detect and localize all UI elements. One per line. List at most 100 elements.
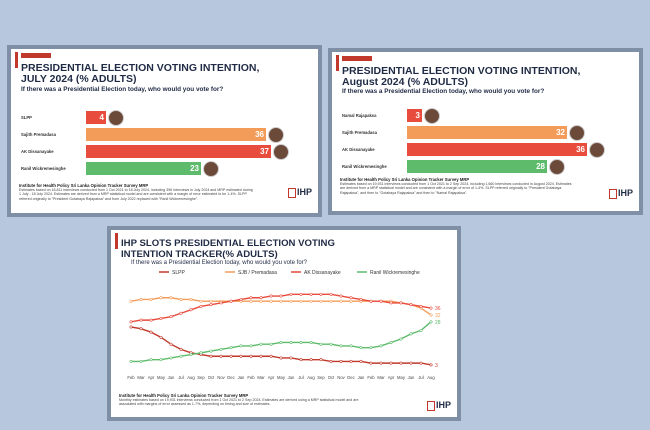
x-tick-label: Apr [268,375,275,380]
data-point [229,299,233,303]
foot-title: Institute for Health Policy Sri Lanka Op… [19,183,149,188]
data-point [209,354,213,358]
x-tick-label: Feb [127,375,135,380]
bar: 36 [407,143,587,156]
x-tick-label: Jul [298,375,303,380]
bar: 3 [407,109,422,122]
data-point [239,354,243,358]
data-point [259,296,263,300]
logo-icon [608,188,617,199]
bar-value: 37 [260,147,269,156]
bar-label: Namal Rajapaksa [342,113,377,118]
legend-label: SJB / Premadasa [238,270,277,276]
data-point [329,359,333,363]
data-point [219,301,223,305]
accent-bar [15,52,18,68]
bar-value: 4 [99,113,104,122]
data-point [349,344,353,348]
ihp-logo: IHP [287,187,312,198]
data-point [319,292,323,296]
data-point [139,318,143,322]
data-point [389,361,393,365]
data-point [319,358,323,362]
data-point [279,340,283,344]
foot-text: Estimates based on 19,931 interviews con… [340,182,572,195]
data-point [329,342,333,346]
x-tick-label: Jan [238,375,245,380]
x-tick-label: Mar [137,375,145,380]
bar-label: Sajith Premadasa [342,130,377,135]
data-point [159,358,163,362]
data-point [179,297,183,301]
data-point [229,354,233,358]
candidate-avatar [569,125,585,141]
data-point [229,346,233,350]
data-point [299,292,303,296]
data-point [429,320,433,324]
x-tick-label: Nov [337,375,345,380]
data-point [279,294,283,298]
data-point [239,344,243,348]
data-point [339,294,343,298]
x-tick-label: Jan [358,375,365,380]
bar-value: 36 [576,145,585,154]
data-point [409,303,413,307]
x-tick-label: Apr [148,375,155,380]
title-line2: INTENTION TRACKER(% ADULTS) [121,249,278,260]
data-point [249,299,253,303]
data-point [309,358,313,362]
x-tick-label: Jun [288,375,295,380]
data-point [219,347,223,351]
data-point [329,299,333,303]
footnote: Institute for Health Policy Sri Lanka Op… [19,183,254,201]
data-point [279,356,283,360]
title-line2: JULY 2024 (% ADULTS) [21,73,137,85]
end-label: 32 [435,313,441,319]
bar-label: Sajith Premadasa [21,132,56,137]
data-point [389,340,393,344]
x-tick-label: Aug [187,375,195,380]
data-point [369,361,373,365]
data-point [309,299,313,303]
data-point [199,299,203,303]
data-point [169,356,173,360]
data-point [249,344,253,348]
tag [21,53,51,58]
x-tick-label: May [277,375,286,380]
line-chart: SLPP SJB / Premadasa AK Dissanayake Ranil W… [127,270,441,380]
data-point [429,313,433,317]
bar-label: Ranil Wickremesinghe [342,164,387,169]
tag [342,56,372,61]
candidate-avatar [589,142,605,158]
data-point [139,297,143,301]
x-tick-label: Oct [208,375,215,380]
data-point [419,328,423,332]
data-point [249,354,253,358]
data-point [389,301,393,305]
data-point [159,296,163,300]
data-point [259,354,263,358]
legend-label: AK Dissanayake [304,270,341,276]
data-point [169,315,173,319]
data-point [209,299,213,303]
bar-value: 3 [415,111,420,120]
data-point [429,363,433,367]
x-tick-label: Aug [427,375,435,380]
title-line2: August 2024 (% ADULTS) [342,76,469,88]
data-point [149,330,153,334]
data-point [399,301,403,305]
data-point [269,342,273,346]
data-point [419,361,423,365]
x-tick-label: May [157,375,166,380]
x-tick-label: Feb [367,375,375,380]
bar: 37 [86,145,271,158]
footnote: Institute for Health Policy Sri Lanka Op… [119,393,369,407]
bar-label: AK Dissanayake [342,147,375,152]
footnote: Institute for Health Policy Sri Lanka Op… [340,177,575,195]
data-point [349,359,353,363]
data-point [289,340,293,344]
data-point [289,292,293,296]
candidate-avatar [273,144,289,160]
bar: 23 [86,162,201,175]
candidate-avatar [203,161,219,177]
